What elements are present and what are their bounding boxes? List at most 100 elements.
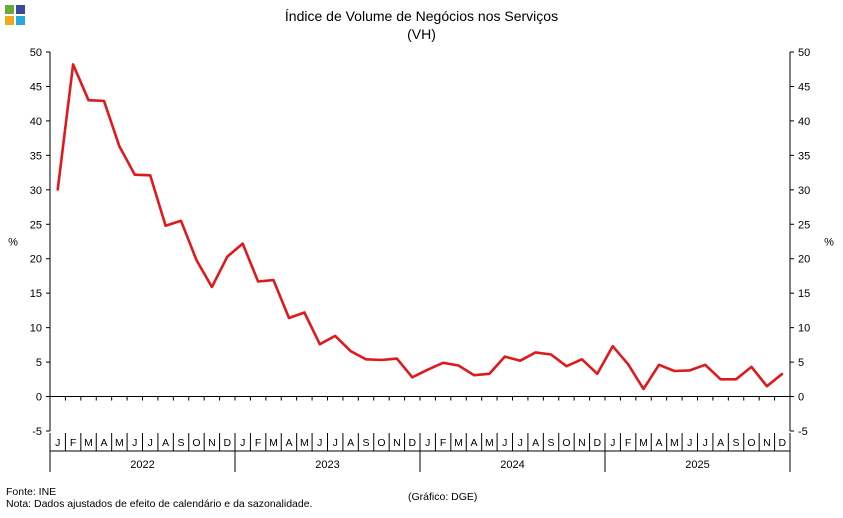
- month-label: O: [747, 437, 755, 449]
- month-label: O: [377, 437, 385, 449]
- y-tick-label-right: 30: [798, 185, 810, 197]
- month-label: M: [454, 437, 463, 449]
- data-point: [149, 174, 152, 177]
- y-tick-label-right: 15: [798, 288, 810, 300]
- month-label: N: [208, 437, 216, 449]
- data-point: [210, 285, 213, 288]
- y-tick-label-right: 10: [798, 323, 810, 335]
- data-point: [642, 387, 645, 390]
- data-point: [627, 363, 630, 366]
- month-label: O: [562, 437, 570, 449]
- month-label: S: [178, 437, 185, 449]
- month-label: N: [393, 437, 401, 449]
- month-label: J: [703, 437, 708, 449]
- data-point: [118, 145, 121, 148]
- data-point: [735, 378, 738, 381]
- data-point: [334, 334, 337, 337]
- month-label: M: [670, 437, 679, 449]
- month-label: D: [593, 437, 601, 449]
- data-point: [72, 63, 75, 66]
- month-label: J: [240, 437, 245, 449]
- month-label: A: [100, 437, 107, 449]
- data-point: [180, 219, 183, 222]
- month-label: M: [115, 437, 124, 449]
- y-tick-label-left: 40: [30, 116, 42, 128]
- y-tick-label-right: 20: [798, 254, 810, 266]
- month-label: J: [610, 437, 615, 449]
- data-point: [765, 385, 768, 388]
- month-label: J: [502, 437, 507, 449]
- y-tick-label-right: 45: [798, 81, 810, 93]
- y-tick-label-right: -5: [798, 426, 808, 438]
- data-point: [241, 242, 244, 245]
- data-point: [102, 99, 105, 102]
- y-tick-label-right: 5: [798, 357, 804, 369]
- data-point: [87, 99, 90, 102]
- month-label: D: [778, 437, 786, 449]
- month-label: M: [300, 437, 309, 449]
- month-label: J: [425, 437, 430, 449]
- data-point: [380, 359, 383, 362]
- y-tick-label-left: 0: [36, 392, 42, 404]
- data-point: [488, 372, 491, 375]
- data-point: [226, 255, 229, 258]
- data-point: [287, 316, 290, 319]
- month-label: F: [625, 437, 631, 449]
- data-point: [195, 259, 198, 262]
- month-label: J: [317, 437, 322, 449]
- chart-title: Índice de Volume de Negócios nos Serviço…: [284, 8, 559, 24]
- y-tick-label-left: 10: [30, 323, 42, 335]
- y-tick-label-right: 0: [798, 392, 804, 404]
- data-point: [781, 372, 784, 375]
- data-point: [272, 279, 275, 282]
- month-label: J: [333, 437, 338, 449]
- data-point: [303, 311, 306, 314]
- data-point: [426, 368, 429, 371]
- month-label: S: [548, 437, 555, 449]
- y-tick-label-right: 25: [798, 219, 810, 231]
- month-label: M: [485, 437, 494, 449]
- logo-square-green: [5, 5, 14, 14]
- month-label: A: [470, 437, 477, 449]
- chart-credit: (Gráfico: DGE): [408, 491, 478, 503]
- data-point: [442, 361, 445, 364]
- data-point: [472, 374, 475, 377]
- data-point: [503, 355, 506, 358]
- year-label: 2025: [685, 459, 709, 471]
- y-tick-label-left: 25: [30, 219, 42, 231]
- month-label: F: [70, 437, 76, 449]
- month-label: A: [655, 437, 662, 449]
- logo-square-blue: [16, 16, 25, 25]
- data-point: [56, 188, 59, 191]
- data-point: [411, 376, 414, 379]
- month-label: J: [132, 437, 137, 449]
- month-label: S: [733, 437, 740, 449]
- series-line: [56, 63, 784, 391]
- chart-subtitle: (VH): [407, 26, 436, 42]
- logo-square-navy: [16, 5, 25, 14]
- data-point: [657, 363, 660, 366]
- y-tick-label-right: 35: [798, 150, 810, 162]
- y-tick-label-left: 15: [30, 288, 42, 300]
- source-note: Fonte: INE: [6, 486, 57, 498]
- y-axis-label-right: %: [824, 237, 834, 249]
- month-label: M: [639, 437, 648, 449]
- year-label: 2022: [130, 459, 154, 471]
- data-point: [688, 369, 691, 372]
- data-point: [365, 358, 368, 361]
- y-tick-label-right: 40: [798, 116, 810, 128]
- month-label: J: [687, 437, 692, 449]
- month-label: J: [518, 437, 523, 449]
- month-label: N: [578, 437, 586, 449]
- month-label: M: [84, 437, 93, 449]
- logo-square-orange: [5, 16, 14, 25]
- data-point: [395, 357, 398, 360]
- year-label: 2023: [315, 459, 339, 471]
- month-label: O: [192, 437, 200, 449]
- month-label: F: [440, 437, 446, 449]
- y-tick-label-left: 20: [30, 254, 42, 266]
- y-tick-label-left: 45: [30, 81, 42, 93]
- y-tick-label-left: 50: [30, 47, 42, 59]
- data-point: [580, 358, 583, 361]
- data-point: [164, 224, 167, 227]
